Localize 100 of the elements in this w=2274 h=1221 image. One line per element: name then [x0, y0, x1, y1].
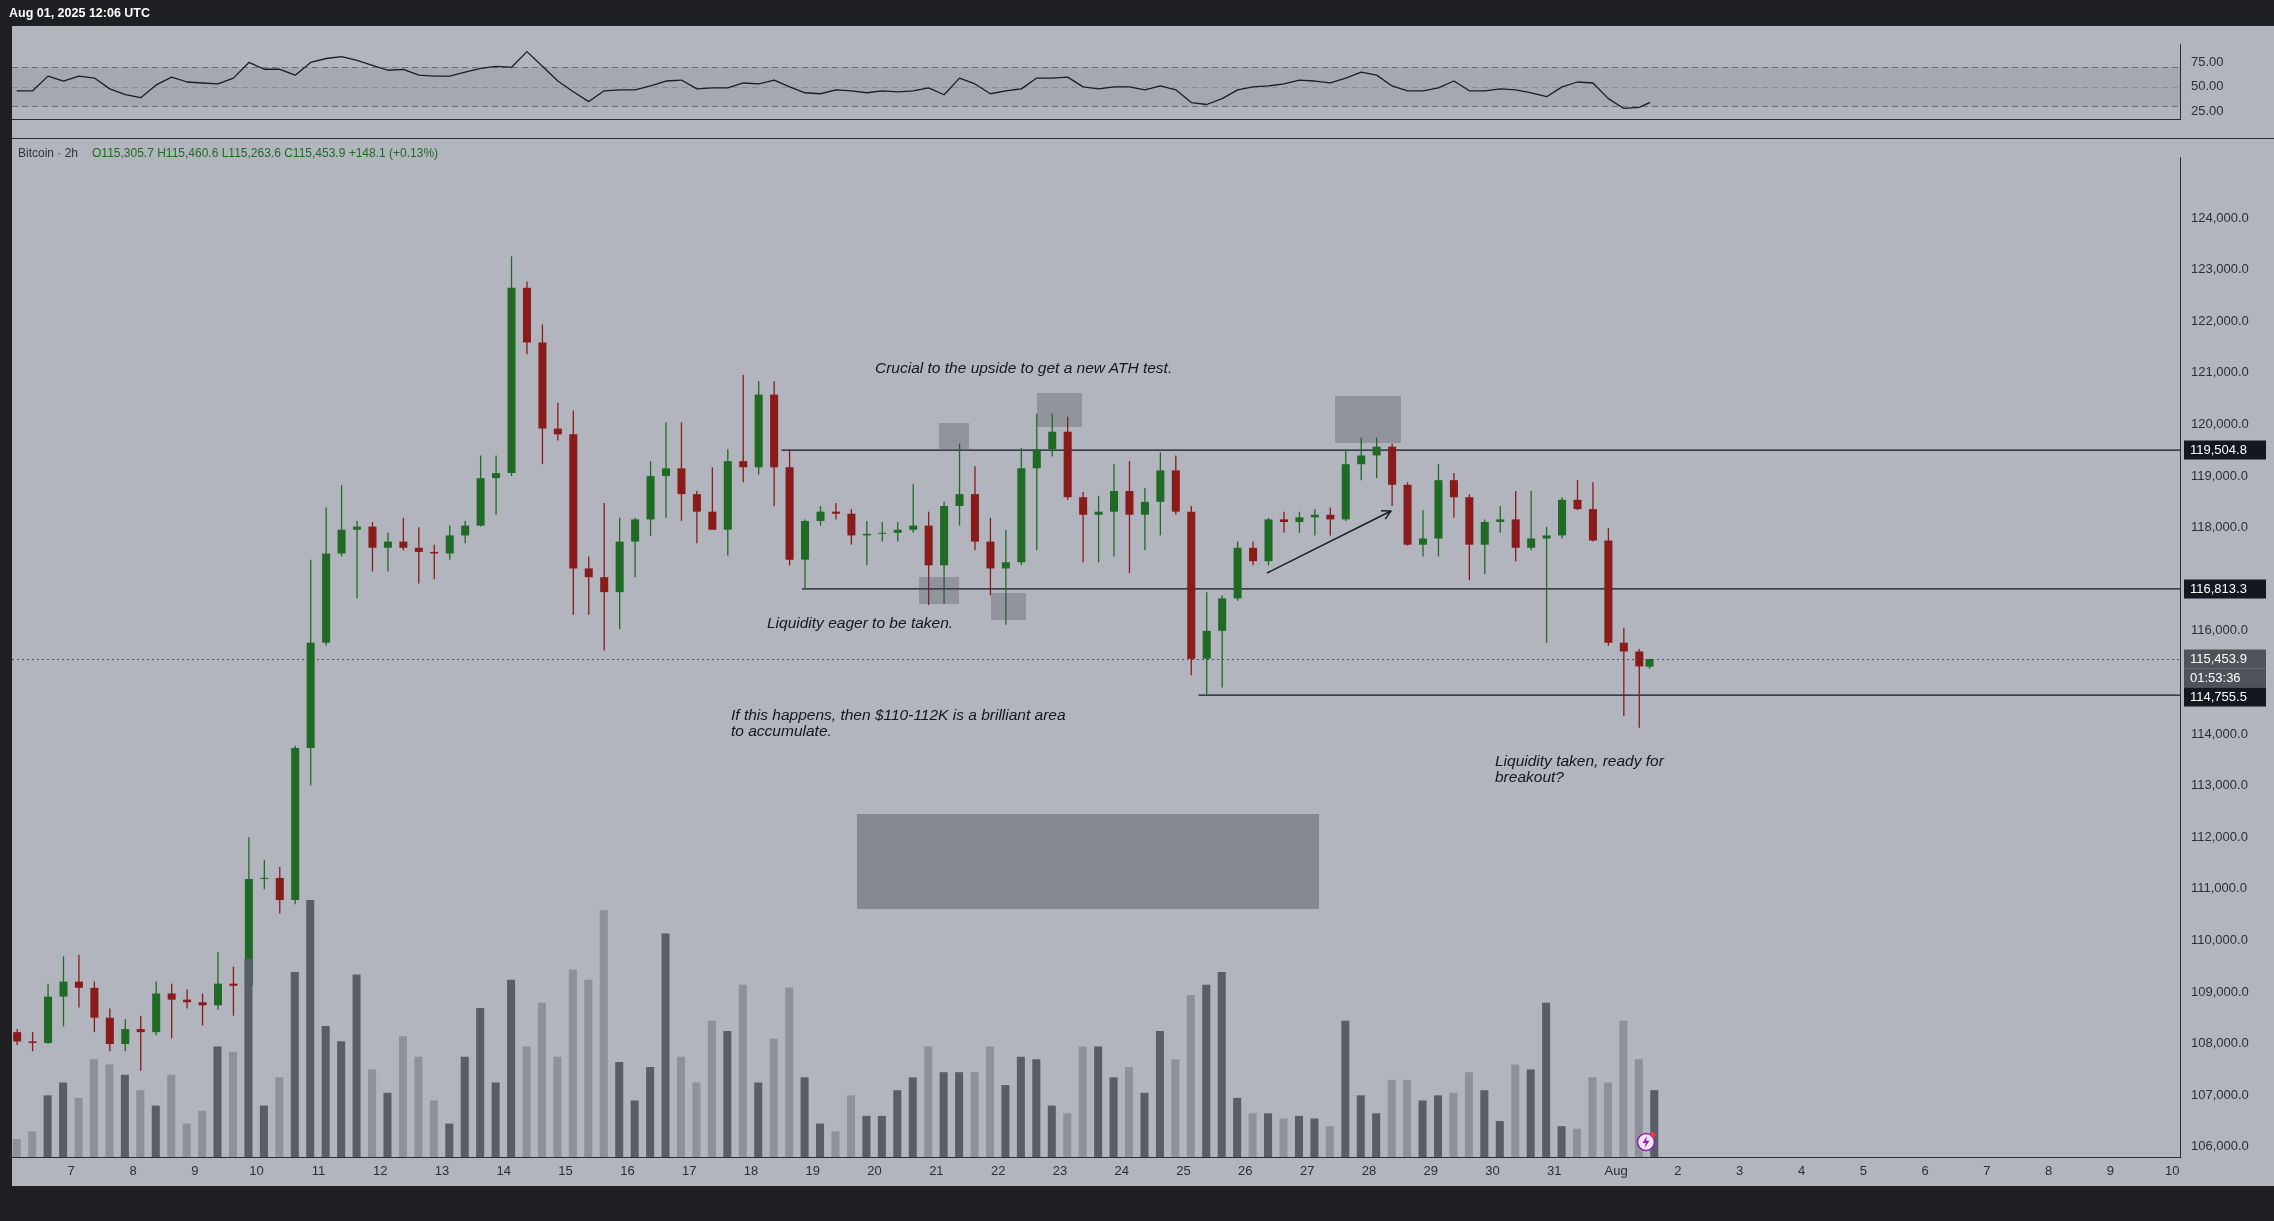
y-tick-label: 124,000.0 — [2191, 209, 2249, 225]
candlestick — [1619, 627, 1628, 717]
x-tick-label: 31 — [1547, 1163, 1562, 1179]
bar — [1310, 1118, 1319, 1157]
x-tick-label: 10 — [249, 1163, 264, 1179]
bar — [1357, 1095, 1366, 1157]
bar — [430, 1100, 439, 1157]
bar — [1264, 1113, 1273, 1157]
bar — [198, 1110, 207, 1157]
x-tick-label: 24 — [1114, 1163, 1129, 1179]
bar — [476, 1007, 485, 1157]
candlestick — [1418, 509, 1428, 558]
bar — [152, 1105, 161, 1157]
bar — [893, 1090, 902, 1157]
bar — [414, 1056, 423, 1157]
text: Aug 01, 2025 12:06 UTC — [9, 6, 151, 20]
candlestick — [1357, 436, 1366, 481]
bar — [538, 1002, 547, 1157]
annotation: If this happens, then $110-112K is a brilliant area to accumulate. — [731, 706, 1066, 740]
bar — [1140, 1092, 1149, 1157]
candlestick — [1032, 413, 1041, 552]
y-tick-label: 111,000.0 — [2191, 880, 2247, 896]
x-tick-label: 3 — [1736, 1163, 1744, 1179]
candlestick — [368, 521, 377, 573]
bar — [584, 979, 593, 1157]
y-tick-label: 112,000.0 — [2191, 828, 2248, 844]
x-tick-label: 25 — [1176, 1163, 1191, 1179]
candlestick — [816, 505, 825, 527]
bar — [1341, 1020, 1350, 1157]
bar — [569, 969, 578, 1157]
y-tick-label: 107,000.0 — [2191, 1086, 2249, 1102]
candlestick — [492, 454, 501, 516]
annotation: Liquidity taken, ready for breakout? — [1495, 752, 1665, 786]
candlestick — [28, 1031, 37, 1052]
bar — [28, 1131, 37, 1157]
x-tick-label: 23 — [1052, 1163, 1068, 1179]
y-tick-label: 116,000.0 — [2191, 622, 2248, 638]
bar — [1542, 1002, 1551, 1157]
candlestick — [383, 532, 392, 573]
bar — [723, 1031, 732, 1157]
bar — [785, 987, 794, 1157]
candlestick — [229, 966, 238, 1017]
x-tick-label: 27 — [1299, 1163, 1315, 1179]
bar — [1032, 1059, 1041, 1157]
bar — [1233, 1097, 1242, 1157]
bar — [306, 900, 315, 1157]
bar — [260, 1105, 269, 1157]
bar — [1434, 1095, 1443, 1157]
y-tick-label: 122,000.0 — [2191, 312, 2249, 328]
bar — [399, 1036, 408, 1157]
y-tick-label: 109,000.0 — [2191, 983, 2249, 999]
bar — [383, 1092, 392, 1157]
candlestick — [708, 466, 717, 531]
bar — [1202, 984, 1211, 1157]
bar — [1388, 1079, 1397, 1157]
bar — [229, 1051, 238, 1157]
bar — [1063, 1113, 1072, 1157]
candlestick — [1635, 648, 1644, 729]
bar — [862, 1115, 871, 1157]
candlestick — [1079, 491, 1088, 563]
bar — [1125, 1067, 1134, 1157]
x-tick-label: 6 — [1921, 1163, 1929, 1179]
bar — [105, 1064, 114, 1157]
candlestick — [878, 521, 887, 543]
bar — [44, 1095, 53, 1157]
bar — [1465, 1072, 1474, 1157]
bar — [1527, 1069, 1536, 1157]
bar — [368, 1069, 377, 1157]
bar — [1001, 1085, 1010, 1157]
text: 01:53:36 — [2190, 670, 2241, 686]
x-tick-label: 13 — [434, 1163, 450, 1179]
bar — [1295, 1115, 1304, 1157]
x-tick-label: 18 — [743, 1163, 759, 1179]
candlestick — [414, 526, 423, 585]
y-tick-label: 123,000.0 — [2191, 261, 2249, 277]
candlestick — [584, 555, 593, 616]
bar — [924, 1046, 933, 1157]
y-tick-label: 110,000.0 — [2191, 931, 2248, 947]
x-tick-label: 12 — [372, 1163, 388, 1179]
candlestick — [59, 955, 68, 1028]
bar — [754, 1082, 763, 1157]
candlestick — [692, 490, 701, 544]
candlestick — [167, 983, 176, 1040]
bar — [1619, 1020, 1628, 1157]
x-tick-label: 26 — [1238, 1163, 1253, 1179]
chart-subtitle: O115,305.7 H115,460.6 L115,263.6 C115,453.9 +148.1 (+0.13%) — [92, 146, 439, 160]
bar — [183, 1123, 192, 1157]
candlestick — [831, 502, 840, 521]
bar — [291, 971, 300, 1157]
bar — [1604, 1082, 1613, 1157]
bar — [1079, 1046, 1088, 1157]
bar — [553, 1056, 562, 1157]
bar — [661, 933, 670, 1157]
y-tick-label: 114,000.0 — [2191, 725, 2248, 741]
bar — [59, 1082, 68, 1157]
bar — [1557, 1126, 1567, 1157]
candlestick — [1573, 479, 1582, 511]
bar — [337, 1041, 346, 1157]
bar — [970, 1072, 979, 1157]
bar — [816, 1123, 825, 1157]
